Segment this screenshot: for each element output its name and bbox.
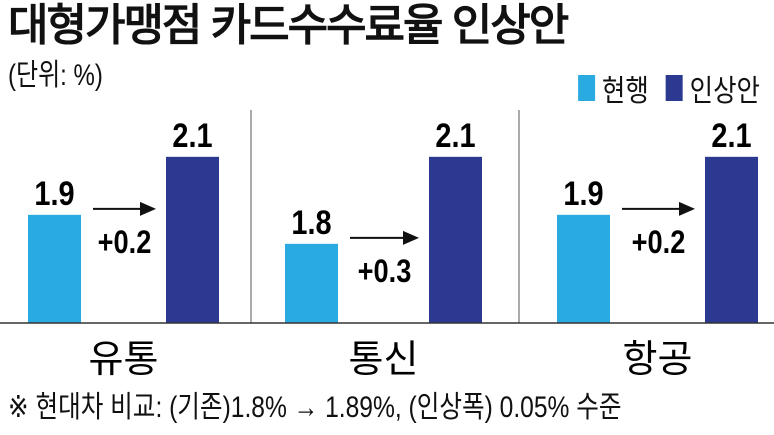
bar-proposed xyxy=(705,156,758,323)
bar-current xyxy=(285,243,338,323)
bar-proposed xyxy=(166,156,219,323)
chart-title: 대형가맹점 카드수수료율 인상안 xyxy=(8,1,569,50)
legend-label-proposed: 인상안 xyxy=(689,75,760,108)
value-label: 1.8 xyxy=(291,203,331,242)
legend-label-current: 현행 xyxy=(601,75,649,108)
value-label: 2.1 xyxy=(435,116,475,155)
bar-proposed xyxy=(429,156,482,323)
arrow-head-icon xyxy=(140,201,156,216)
bar-current xyxy=(557,214,610,323)
change-annotation: +0.2 xyxy=(98,225,152,261)
footnote: ※ 현대차 비교: (기존)1.8% → 1.89%, (인상폭) 0.05% … xyxy=(8,391,622,424)
arrow-head-icon xyxy=(679,201,695,216)
value-label: 1.9 xyxy=(34,174,74,213)
category-label: 유통 xyxy=(89,339,159,381)
legend-swatch-current xyxy=(578,75,596,101)
legend-item-proposed: 인상안 xyxy=(665,66,760,110)
value-label: 1.9 xyxy=(563,174,603,213)
change-annotation: +0.3 xyxy=(358,254,412,290)
legend-item-current: 현행 xyxy=(578,66,649,110)
value-label: 2.1 xyxy=(172,116,212,155)
category-label: 항공 xyxy=(623,339,693,381)
bar-current xyxy=(28,214,81,323)
value-label: 2.1 xyxy=(711,116,751,155)
legend-swatch-proposed xyxy=(665,75,683,101)
legend: 현행 인상안 xyxy=(561,66,760,110)
arrow-head-icon xyxy=(403,230,419,245)
category-label: 통신 xyxy=(349,339,419,381)
unit-label: (단위: %) xyxy=(8,59,103,92)
change-annotation: +0.2 xyxy=(632,225,686,261)
